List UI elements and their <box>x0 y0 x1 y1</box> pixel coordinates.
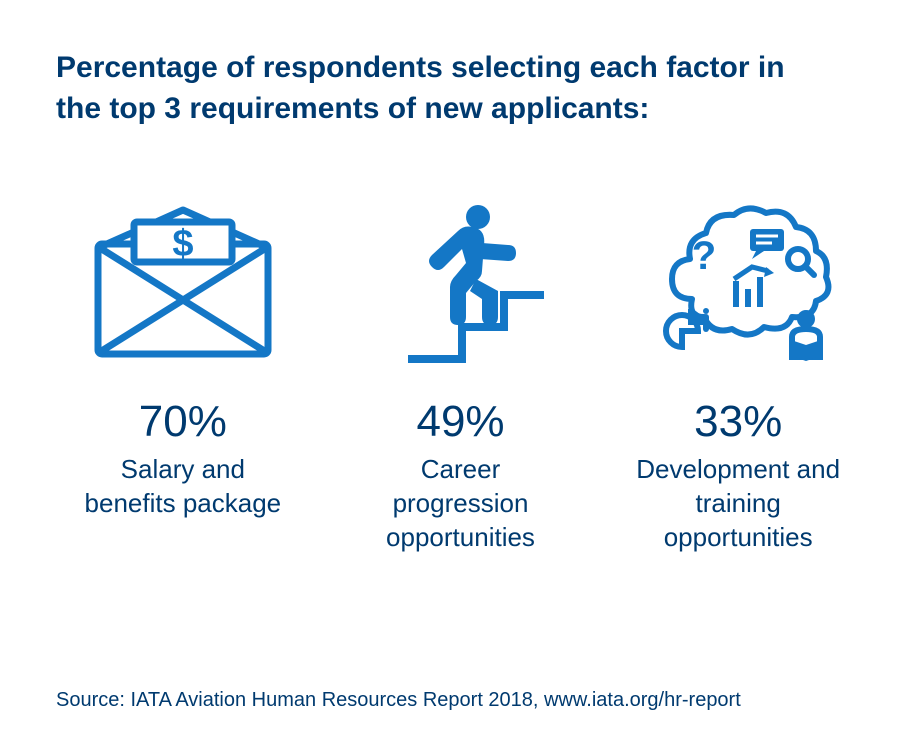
development-cloud-icon: ? <box>638 199 838 369</box>
item-label: Career progression opportunities <box>351 453 571 554</box>
item-career: 49% Career progression opportunities <box>334 199 588 554</box>
source-line: Source: IATA Aviation Human Resources Re… <box>56 659 865 712</box>
career-steps-icon <box>361 199 561 369</box>
salary-envelope-icon: $ <box>83 199 283 369</box>
svg-text:?: ? <box>692 234 716 278</box>
item-label: Development and training opportunities <box>628 453 848 554</box>
item-percentage: 33% <box>694 397 782 447</box>
item-salary: $ 70% Salary and benefits package <box>56 199 310 554</box>
item-percentage: 70% <box>139 397 227 447</box>
items-row: $ 70% Salary and benefits package <box>56 199 865 554</box>
infographic-title: Percentage of respondents selecting each… <box>56 48 816 129</box>
item-label: Salary and benefits package <box>73 453 293 521</box>
item-percentage: 49% <box>416 397 504 447</box>
svg-text:$: $ <box>172 223 193 265</box>
item-development: ? <box>611 199 865 554</box>
